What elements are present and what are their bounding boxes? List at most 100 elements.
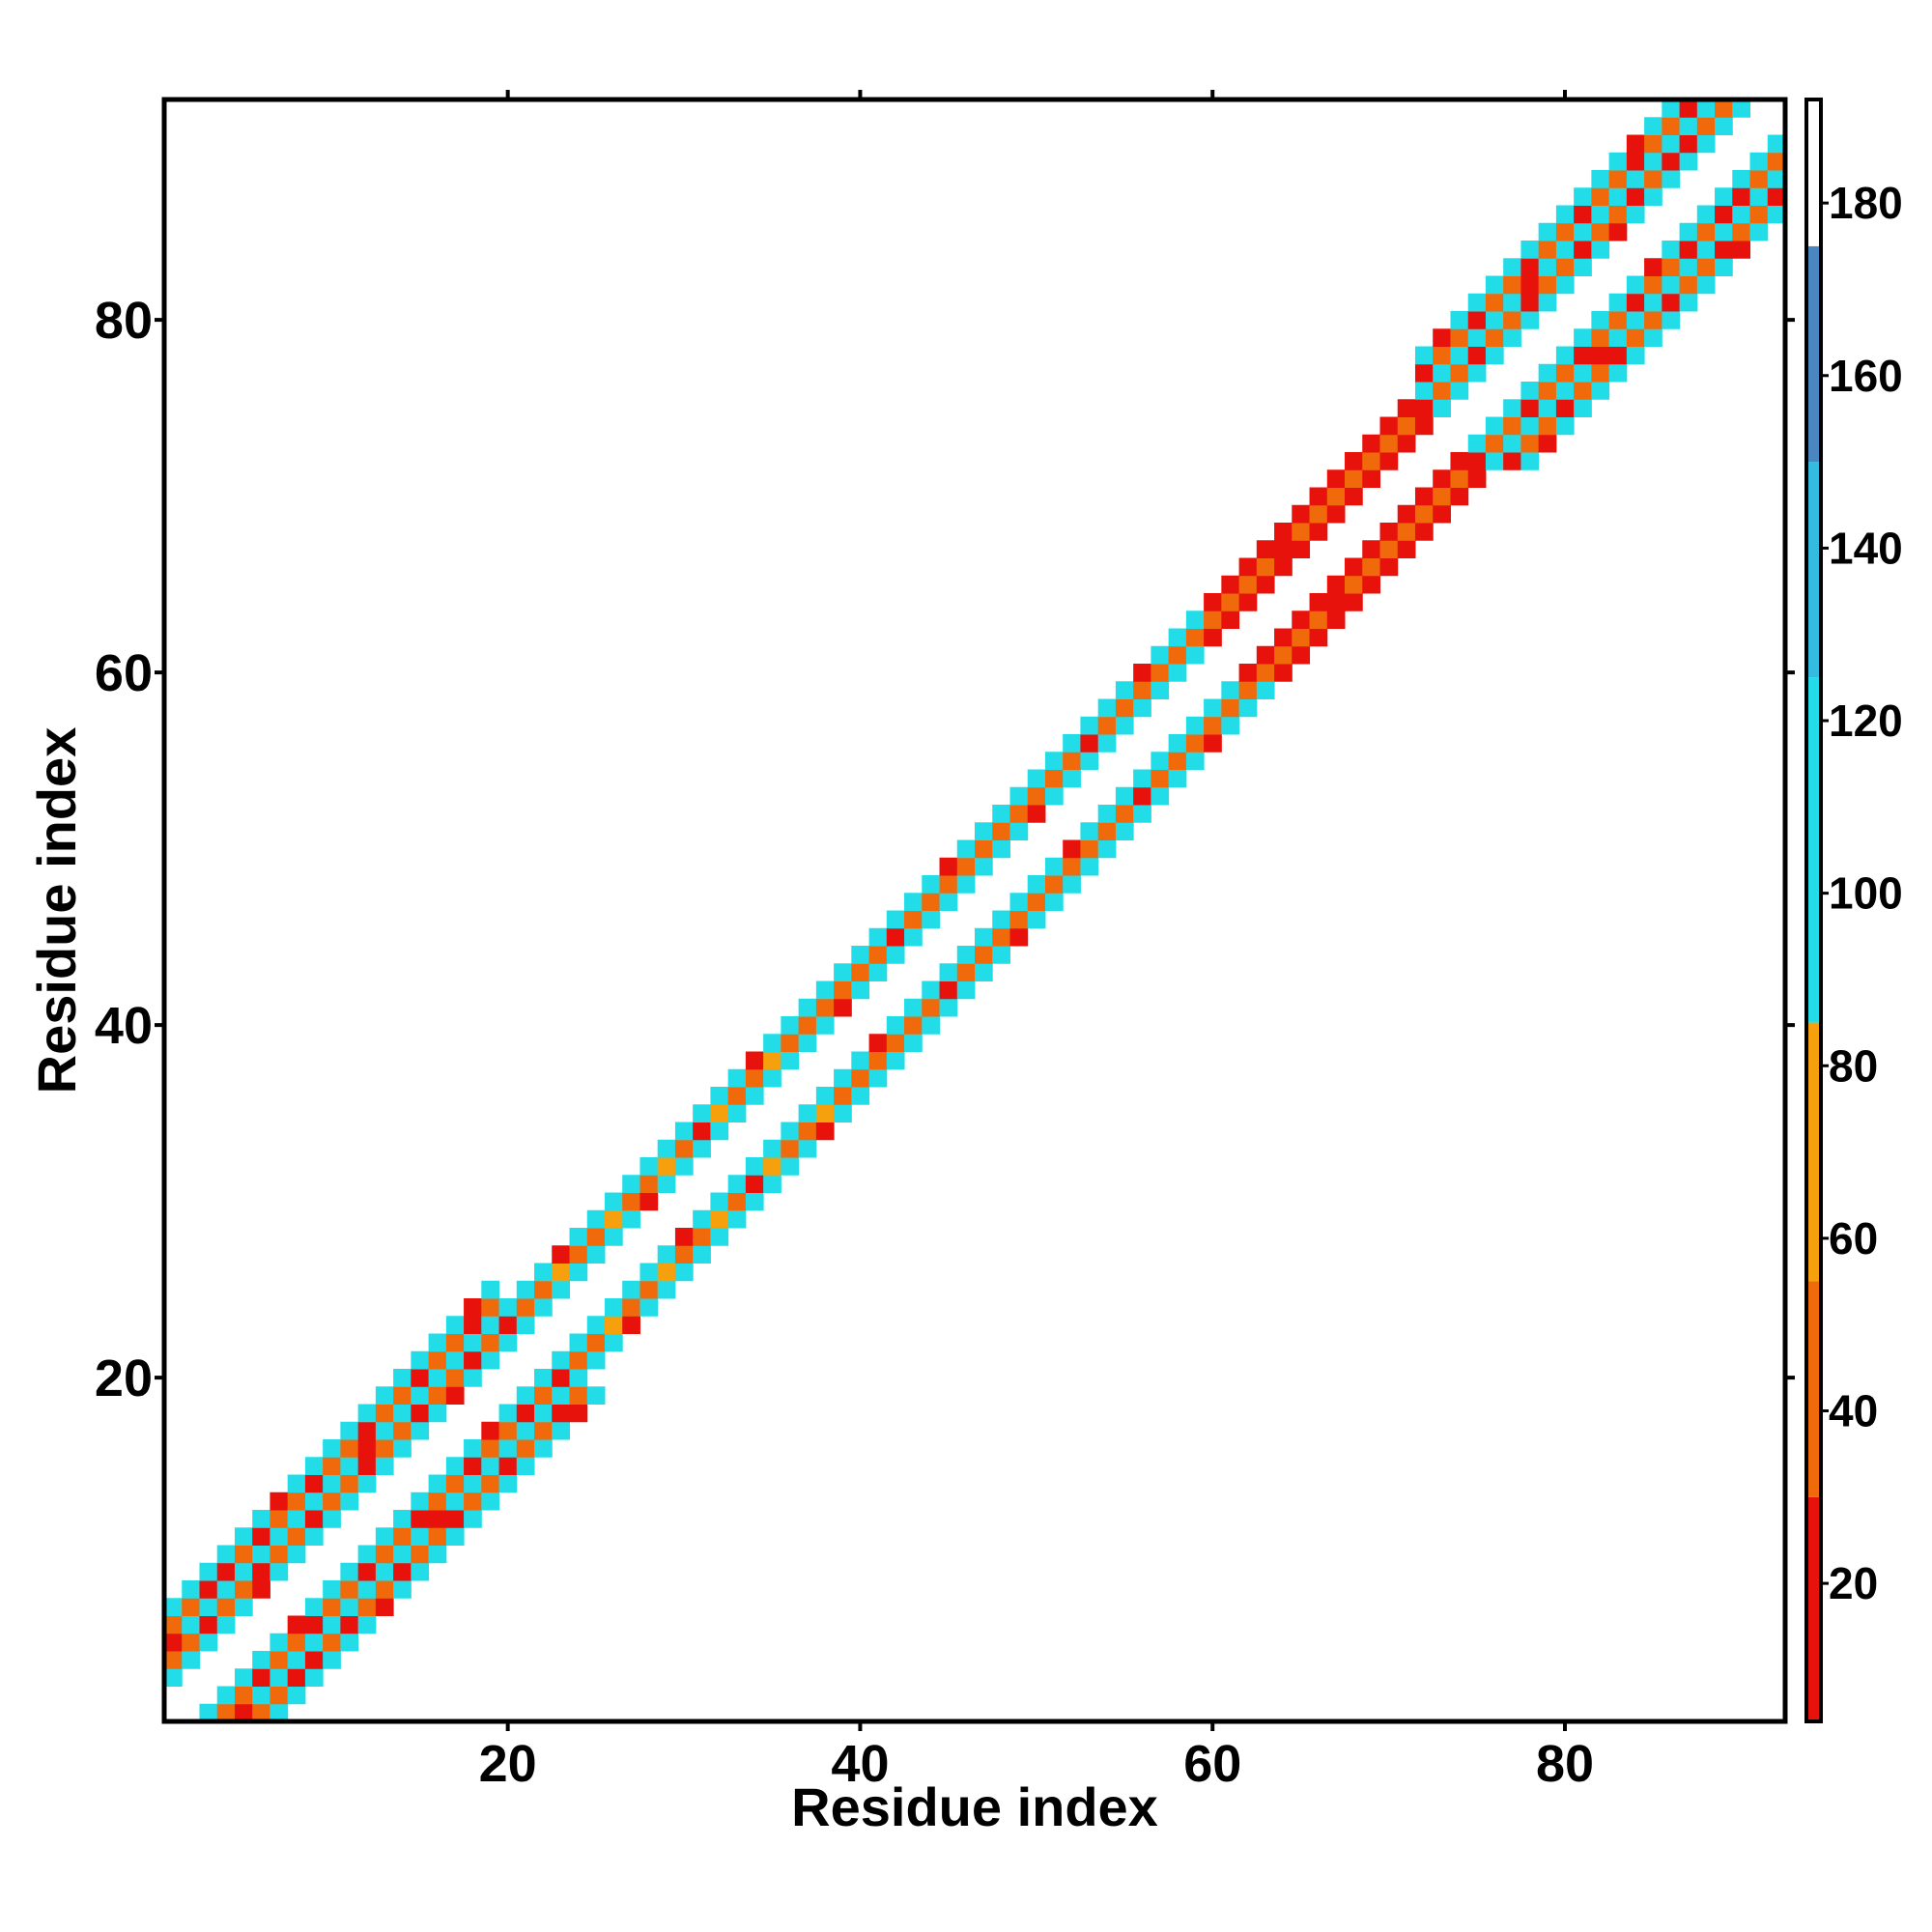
- heatmap-cell: [1467, 452, 1487, 470]
- heatmap-cell: [164, 1651, 183, 1669]
- heatmap-cell: [657, 1245, 676, 1264]
- heatmap-cell: [498, 1316, 518, 1334]
- heatmap-cell: [411, 1404, 430, 1423]
- heatmap-cell: [763, 1139, 781, 1158]
- heatmap-cell: [1133, 698, 1151, 718]
- heatmap-cell: [1644, 134, 1662, 154]
- heatmap-cell: [464, 1457, 482, 1475]
- heatmap-cell: [1238, 664, 1258, 682]
- heatmap-cell: [1591, 382, 1610, 400]
- heatmap-cell: [604, 1333, 623, 1352]
- heatmap-cell: [375, 1562, 394, 1581]
- heatmap-cell: [428, 1510, 447, 1528]
- heatmap-cell: [868, 927, 888, 947]
- heatmap-cell: [1450, 382, 1469, 400]
- heatmap-cell: [182, 1598, 200, 1616]
- heatmap-cell: [1626, 328, 1645, 347]
- heatmap-cell: [798, 1104, 817, 1122]
- heatmap-cell: [375, 1404, 394, 1423]
- heatmap-cell: [464, 1492, 482, 1511]
- heatmap-cell: [1520, 258, 1540, 276]
- heatmap-cell: [411, 1562, 430, 1581]
- heatmap-cell: [340, 1421, 359, 1440]
- heatmap-cell: [1662, 311, 1681, 329]
- heatmap-cell: [340, 1562, 359, 1581]
- heatmap-cell: [534, 1298, 553, 1317]
- heatmap-cell: [481, 1492, 500, 1511]
- heatmap-cell: [1591, 311, 1610, 329]
- heatmap-cell: [1097, 716, 1117, 735]
- heatmap-cell: [745, 1068, 764, 1088]
- heatmap-cell: [763, 1175, 781, 1193]
- colorbar-tick-label: 140: [1829, 523, 1903, 573]
- heatmap-cell: [1520, 434, 1540, 453]
- heatmap-cell: [411, 1421, 430, 1440]
- heatmap-cell: [1151, 681, 1170, 699]
- heatmap-cell: [534, 1439, 553, 1458]
- heatmap-cell: [1044, 769, 1064, 788]
- heatmap-cell: [904, 1034, 923, 1052]
- heatmap-cell: [234, 1545, 253, 1564]
- heatmap-cell: [763, 1157, 781, 1176]
- x-tick-label: 20: [479, 1735, 537, 1793]
- heatmap-cell: [199, 1633, 218, 1652]
- heatmap-cell: [464, 1369, 482, 1387]
- heatmap-cell: [1626, 205, 1645, 224]
- heatmap-cell: [781, 1157, 800, 1176]
- heatmap-cell: [781, 1122, 800, 1141]
- heatmap-cell: [357, 1562, 377, 1581]
- heatmap-cell: [1044, 857, 1064, 876]
- heatmap-cell: [1027, 875, 1046, 894]
- heatmap-cell: [1696, 117, 1716, 135]
- heatmap-cell: [904, 1016, 923, 1035]
- heatmap-cell: [357, 1598, 377, 1616]
- heatmap-cell: [1185, 628, 1205, 647]
- heatmap-cell: [445, 1492, 465, 1511]
- heatmap-cell: [323, 1439, 341, 1458]
- heatmap-cell: [1538, 293, 1557, 312]
- heatmap-cell: [1644, 275, 1662, 295]
- heatmap-cell: [693, 1104, 711, 1122]
- heatmap-cell: [516, 1386, 535, 1405]
- heatmap-cell: [393, 1510, 412, 1528]
- heatmap-cell: [270, 1668, 289, 1687]
- heatmap-cell: [586, 1209, 606, 1229]
- heatmap-cell: [1414, 346, 1434, 365]
- heatmap-cell: [922, 980, 941, 1000]
- heatmap-cell: [199, 1598, 218, 1616]
- heatmap-cell: [1027, 893, 1046, 911]
- heatmap-cell: [1662, 170, 1681, 188]
- heatmap-cell: [428, 1404, 447, 1423]
- heatmap-cell: [1662, 293, 1681, 312]
- heatmap-cell: [834, 1087, 852, 1105]
- heatmap-cell: [657, 1175, 676, 1193]
- heatmap-cell: [481, 1457, 500, 1475]
- heatmap-cell: [1326, 593, 1346, 611]
- colorbar-segment: [1806, 245, 1821, 463]
- colorbar-frame: [1804, 98, 1823, 1723]
- heatmap-cell: [393, 1386, 412, 1405]
- heatmap-cell: [1608, 311, 1628, 329]
- heatmap-cell: [834, 980, 852, 1000]
- heatmap-cell: [604, 1228, 623, 1246]
- heatmap-cell: [1063, 857, 1081, 876]
- heatmap-cell: [1538, 363, 1557, 383]
- heatmap-cell: [393, 1421, 412, 1440]
- colorbar-tick-label: 40: [1829, 1385, 1878, 1435]
- heatmap-cell: [164, 1668, 183, 1687]
- heatmap-cell: [693, 1122, 711, 1141]
- heatmap-cell: [1574, 346, 1592, 365]
- heatmap-cell: [904, 998, 923, 1017]
- heatmap-cell: [445, 1333, 465, 1352]
- heatmap-cell: [1080, 734, 1099, 753]
- heatmap-cell: [1503, 293, 1521, 312]
- heatmap-cell: [552, 1245, 570, 1264]
- heatmap-cell: [1467, 311, 1487, 329]
- heatmap-cell: [199, 1562, 218, 1581]
- heatmap-cell: [886, 927, 905, 947]
- heatmap-cell: [1115, 822, 1134, 840]
- heatmap-cell: [1080, 752, 1099, 770]
- heatmap-cell: [1749, 187, 1769, 206]
- heatmap-cell: [1591, 187, 1610, 206]
- heatmap-cell: [1574, 382, 1592, 400]
